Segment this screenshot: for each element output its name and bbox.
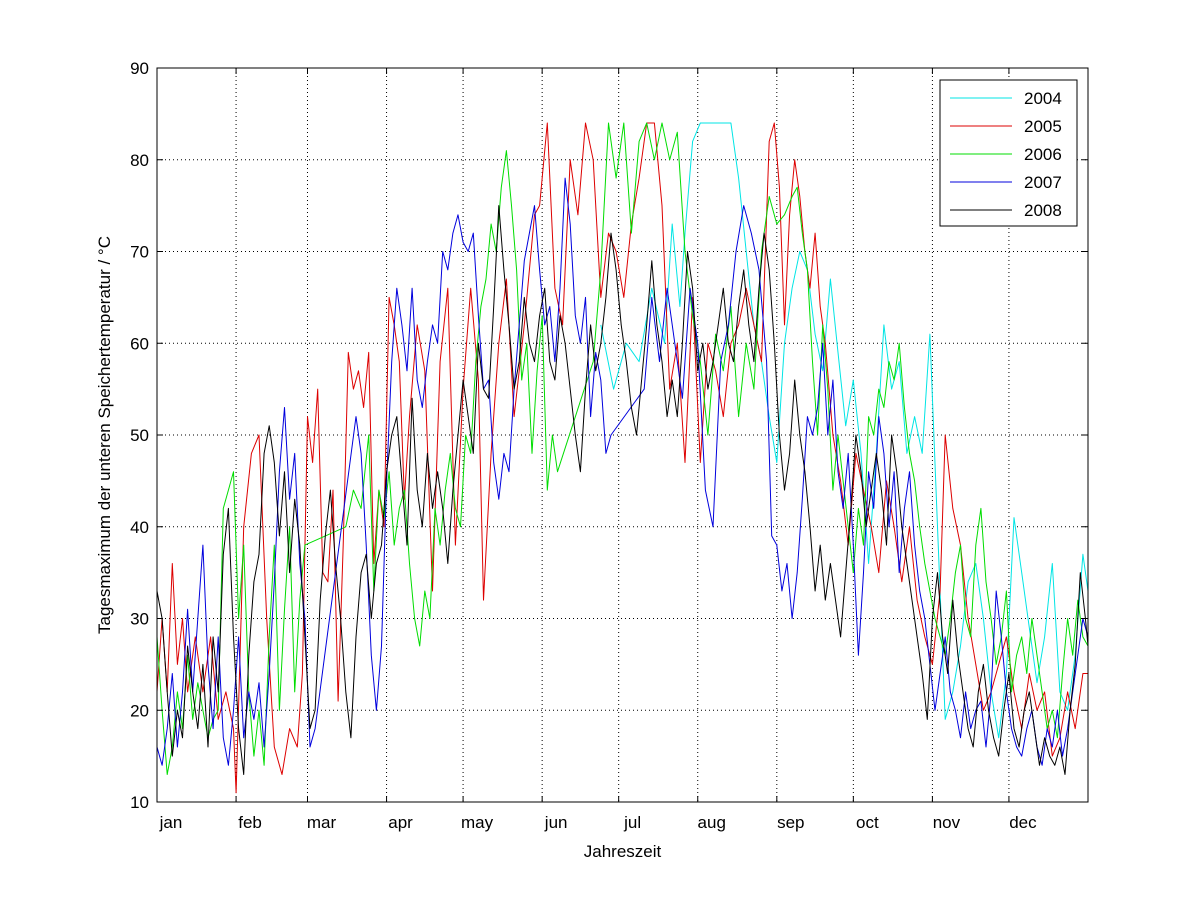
y-axis-label: Tagesmaximum der unteren Speichertempera… [95, 236, 114, 634]
legend-label-2005: 2005 [1024, 117, 1062, 136]
x-tick-label: dec [1009, 813, 1037, 832]
x-tick-label: feb [238, 813, 262, 832]
series-line-2005 [156, 122, 1088, 794]
legend-label-2006: 2006 [1024, 145, 1062, 164]
y-tick-labels: 10 20 30 40 50 60 70 80 90 [130, 59, 149, 812]
x-tick-label: jan [159, 813, 183, 832]
y-tick-label: 60 [130, 334, 149, 353]
series-line-2006 [156, 122, 1089, 775]
x-tick-label: jul [623, 813, 641, 832]
axis-ticks [156, 67, 1088, 803]
series-line-2008 [156, 205, 1089, 775]
series-line-2007 [156, 177, 1089, 766]
x-axis-label: Jahreszeit [584, 842, 662, 861]
series-line-2004 [600, 122, 1089, 739]
x-tick-labels: jan feb mar apr may jun jul aug sep oct nov dec [159, 813, 1037, 832]
x-tick-label: jun [544, 813, 568, 832]
x-tick-label: may [461, 813, 494, 832]
legend-label-2008: 2008 [1024, 201, 1062, 220]
y-tick-label: 70 [130, 243, 149, 262]
series-layer [156, 122, 1089, 794]
y-tick-label: 80 [130, 151, 149, 170]
y-tick-label: 20 [130, 701, 149, 720]
legend-box [939, 79, 1078, 227]
x-tick-label: nov [933, 813, 961, 832]
legend-label-2004: 2004 [1024, 89, 1062, 108]
x-tick-label: sep [777, 813, 804, 832]
y-tick-label: 40 [130, 518, 149, 537]
legend: 2004 2005 2006 2007 2008 [939, 79, 1078, 227]
x-tick-label: mar [307, 813, 337, 832]
y-tick-label: 30 [130, 610, 149, 629]
legend-label-2007: 2007 [1024, 173, 1062, 192]
y-tick-label: 90 [130, 59, 149, 78]
x-tick-label: oct [856, 813, 879, 832]
y-tick-label: 10 [130, 793, 149, 812]
x-tick-label: aug [698, 813, 726, 832]
plot-area [157, 68, 1088, 802]
x-tick-label: apr [388, 813, 413, 832]
y-tick-label: 50 [130, 426, 149, 445]
